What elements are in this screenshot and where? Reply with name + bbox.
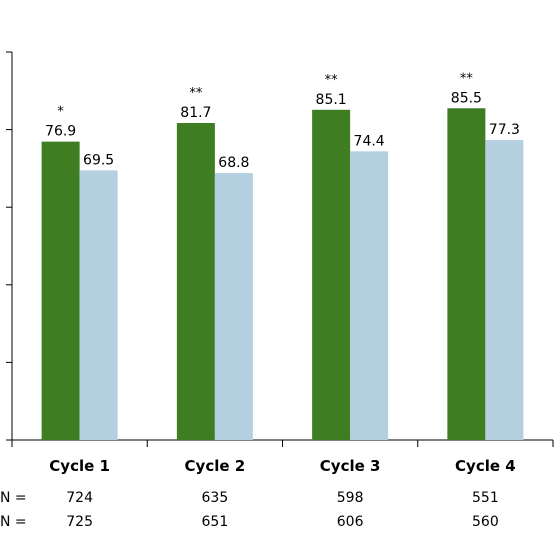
significance-marker: * xyxy=(57,105,64,120)
category-label: Cycle 4 xyxy=(455,457,516,475)
n-value: 635 xyxy=(202,490,229,506)
bar xyxy=(312,109,351,440)
labels: 76.9 * 69.5 Cycle 1 81.7 ** 68.8 Cycle 2 85.1 ** 7… xyxy=(0,71,520,530)
n-row-label: N = xyxy=(0,490,27,506)
bar xyxy=(79,170,118,440)
category-label: Cycle 3 xyxy=(320,457,381,475)
data-label: 76.9 xyxy=(45,124,76,140)
bar xyxy=(41,141,80,441)
bar xyxy=(350,151,389,440)
data-label: 68.8 xyxy=(218,155,249,171)
n-row-label: N = xyxy=(0,514,27,530)
bar xyxy=(485,140,524,441)
significance-marker: ** xyxy=(325,73,339,88)
data-label: 74.4 xyxy=(354,133,385,149)
data-label: 81.7 xyxy=(180,105,211,121)
n-value: 724 xyxy=(66,490,93,506)
category-label: Cycle 1 xyxy=(49,457,110,475)
n-value: 725 xyxy=(66,514,93,530)
significance-marker: ** xyxy=(189,86,203,101)
bars xyxy=(41,108,524,441)
bar xyxy=(214,173,253,440)
bar xyxy=(176,123,215,440)
category-label: Cycle 2 xyxy=(185,457,246,475)
data-label: 85.1 xyxy=(316,92,347,108)
data-label: 85.5 xyxy=(451,90,482,106)
n-value: 651 xyxy=(202,514,229,530)
significance-marker: ** xyxy=(460,71,474,86)
n-value: 560 xyxy=(472,514,499,530)
n-value: 598 xyxy=(337,490,364,506)
n-value: 606 xyxy=(337,514,364,530)
n-value: 551 xyxy=(472,490,499,506)
bar xyxy=(447,108,486,440)
data-label: 77.3 xyxy=(489,122,520,138)
data-label: 69.5 xyxy=(83,152,114,168)
